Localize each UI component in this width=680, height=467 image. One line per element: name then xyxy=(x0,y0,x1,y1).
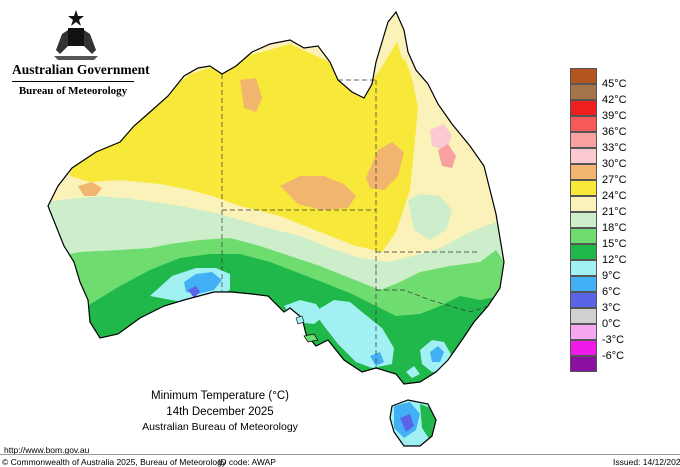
tasmania-outline xyxy=(389,399,437,447)
legend-label: 9°C xyxy=(602,270,621,282)
legend-swatch xyxy=(570,180,597,196)
legend-swatch xyxy=(570,132,597,148)
legend-swatch xyxy=(570,276,597,292)
legend-swatch xyxy=(570,196,597,212)
footer-id-code: ID code: AWAP xyxy=(218,457,276,467)
legend-label: 6°C xyxy=(602,286,621,298)
legend-swatch xyxy=(570,84,597,100)
legend-swatch xyxy=(570,340,597,356)
legend-label: 21°C xyxy=(602,206,627,218)
temperature-legend: 45°C 42°C 39°C 36°C 33°C 30°C 27°C 24°C 21°C 18°C… xyxy=(570,68,670,382)
legend-swatch xyxy=(570,228,597,244)
legend-label: 15°C xyxy=(602,238,627,250)
legend-label: 33°C xyxy=(602,142,627,154)
legend-label: 0°C xyxy=(602,318,621,330)
legend-label: 42°C xyxy=(602,94,627,106)
legend-label: 18°C xyxy=(602,222,627,234)
state-borders xyxy=(221,74,489,368)
legend-label: 39°C xyxy=(602,110,627,122)
legend-swatch xyxy=(570,356,597,372)
map-source: Australian Bureau of Meteorology xyxy=(142,421,298,433)
small-island xyxy=(295,315,305,325)
map-date: 14th December 2025 xyxy=(166,406,274,418)
government-logo: Australian Government Bureau of Meteorol… xyxy=(10,8,150,98)
map-title: Minimum Temperature (°C) xyxy=(151,390,289,402)
logo-divider xyxy=(12,81,134,82)
legend-label: -3°C xyxy=(602,334,625,346)
legend-label: 27°C xyxy=(602,174,627,186)
legend-label: 3°C xyxy=(602,302,621,314)
legend-swatch xyxy=(570,292,597,308)
legend-label: 30°C xyxy=(602,158,627,170)
legend-swatch xyxy=(570,308,597,324)
legend-label: 24°C xyxy=(602,190,627,202)
coat-of-arms-icon xyxy=(54,10,98,60)
bureau-name: Bureau of Meteorology xyxy=(18,85,128,97)
legend-swatch xyxy=(570,116,597,132)
footer-issued: Issued: 14/12/2025 xyxy=(613,457,680,467)
legend-swatch xyxy=(570,100,597,116)
legend-swatch xyxy=(570,324,597,340)
legend-swatch xyxy=(570,164,597,180)
legend-label: 36°C xyxy=(602,126,627,138)
footer-url[interactable]: http://www.bom.gov.au xyxy=(4,445,90,455)
footer-copyright: © Commonwealth of Australia 2025, Bureau… xyxy=(2,457,227,467)
footer-divider xyxy=(0,454,680,455)
government-title: Australian Government xyxy=(12,62,150,77)
legend-label: 12°C xyxy=(602,254,627,266)
legend-swatch xyxy=(570,260,597,276)
legend-swatch xyxy=(570,148,597,164)
legend-label: 45°C xyxy=(602,78,627,90)
kangaroo-island xyxy=(303,333,319,343)
legend-swatch xyxy=(570,244,597,260)
legend-label: -6°C xyxy=(602,350,625,362)
legend-swatch xyxy=(570,68,597,84)
mainland-outline xyxy=(47,10,505,385)
legend-swatch xyxy=(570,212,597,228)
